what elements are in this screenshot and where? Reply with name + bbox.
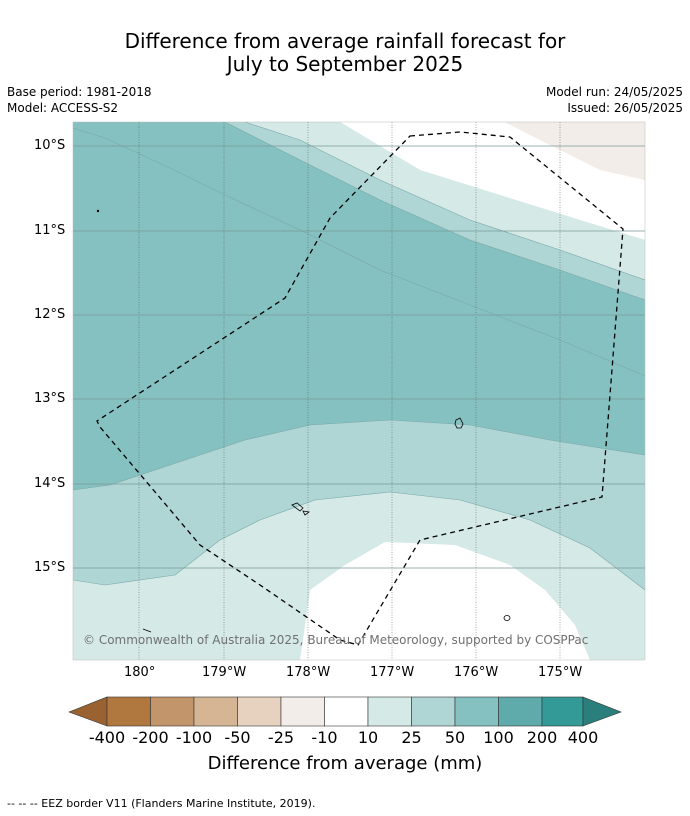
lon-label-177w: 177°W — [370, 665, 415, 680]
eez-border — [96, 131, 624, 646]
parallels — [73, 145, 645, 569]
band-neutral-north — [340, 122, 645, 240]
colorbar-seg-6 — [324, 696, 369, 727]
contour-lines — [73, 122, 645, 591]
colorbar-tick: -25 — [267, 728, 295, 747]
colorbar-tick: -50 — [224, 728, 251, 747]
colorbar-tick: 100 — [483, 728, 514, 747]
colorbar-seg-7 — [367, 696, 412, 727]
copyright-notice: © Commonwealth of Australia 2025, Bureau… — [83, 633, 589, 647]
colorbar-tick: -100 — [175, 728, 213, 747]
lat-label-12s: 12°S — [34, 307, 66, 322]
colorbar-high-extend — [582, 696, 622, 727]
lat-label-10s: 10°S — [34, 138, 66, 153]
map-title: Difference from average rainfall forecas… — [0, 30, 690, 76]
meta-right: Model run: 24/05/2025 Issued: 26/05/2025 — [546, 84, 683, 116]
colorbar-seg-3 — [193, 696, 238, 727]
band-minus10-north — [505, 122, 645, 180]
colorbar-title: Difference from average (mm) — [207, 753, 483, 774]
model-run: Model run: 24/05/2025 — [545, 85, 683, 99]
colorbar-tick: -400 — [88, 728, 126, 747]
lon-label-176w: 176°W — [454, 665, 499, 680]
meridians — [138, 122, 561, 660]
colorbar-tick: 10 — [357, 728, 379, 747]
colorbar-seg-8 — [411, 696, 456, 727]
colorbar-tick: -10 — [311, 728, 338, 747]
lat-label-11s: 11°S — [34, 223, 66, 238]
title-line-1: Difference from average rainfall forecas… — [124, 29, 566, 53]
colorbar-seg-4 — [237, 696, 282, 727]
colorbar-tick: 400 — [567, 728, 599, 747]
colorbar-seg-9 — [454, 696, 499, 727]
eez-legend-note: -- -- -- EEZ border V11 (Flanders Marine… — [7, 797, 316, 810]
lat-label-14s: 14°S — [34, 476, 66, 491]
colorbar-tick: 200 — [526, 728, 558, 747]
lon-label-178w: 178°W — [286, 665, 331, 680]
lon-label-175w: 175°W — [538, 665, 583, 680]
colorbar — [68, 696, 622, 727]
base-period: Base period: 1981-2018 — [7, 85, 152, 99]
issued-date: Issued: 26/05/2025 — [567, 101, 683, 115]
band-neutral-south — [300, 542, 590, 660]
colorbar-seg-5 — [280, 696, 325, 727]
lon-label-180: 180° — [124, 665, 156, 680]
colorbar-seg-2 — [150, 696, 195, 727]
band-10-25-north — [245, 122, 645, 280]
model-name: Model: ACCESS-S2 — [7, 101, 119, 115]
lon-label-179w: 179°W — [202, 665, 247, 680]
title-line-2: July to September 2025 — [226, 52, 464, 76]
lat-label-15s: 15°S — [34, 560, 66, 575]
meta-left: Base period: 1981-2018 Model: ACCESS-S2 — [7, 84, 152, 116]
map-frame — [72, 121, 646, 661]
islands — [96, 209, 511, 633]
colorbar-tick: 25 — [401, 728, 422, 747]
colorbar-tick: -200 — [132, 728, 169, 747]
colorbar-tick: 50 — [444, 728, 466, 747]
rainfall-field — [73, 122, 645, 660]
colorbar-seg-1 — [106, 696, 151, 727]
colorbar-seg-11 — [541, 696, 584, 727]
colorbar-low-extend — [68, 696, 108, 727]
lat-label-13s: 13°S — [34, 391, 66, 406]
colorbar-seg-10 — [498, 696, 543, 727]
